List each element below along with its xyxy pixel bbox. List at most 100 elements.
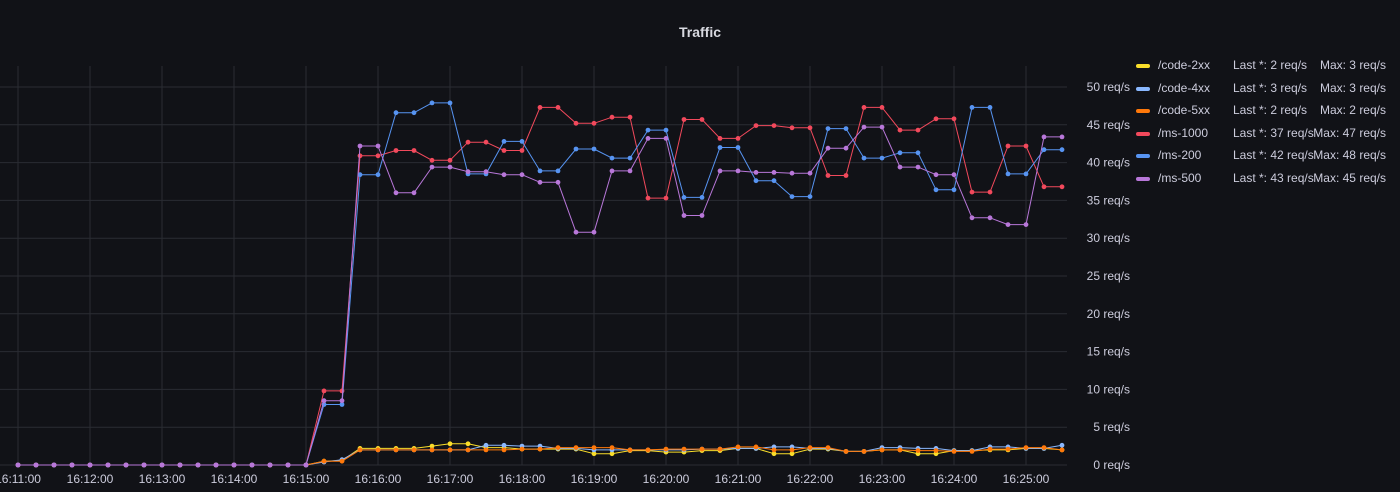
chart-grid	[0, 66, 1067, 465]
y-tick-label: 40 req/s	[1087, 156, 1130, 170]
data-point-ms-200	[844, 126, 849, 131]
data-point-ms-500	[970, 215, 975, 220]
data-point-ms-500	[178, 463, 183, 468]
data-point-ms-200	[538, 169, 543, 174]
data-point-ms-500	[916, 165, 921, 170]
data-point-ms-200	[898, 150, 903, 155]
y-tick-label: 30 req/s	[1087, 231, 1130, 245]
data-point-code-5xx	[484, 448, 489, 453]
y-tick-label: 5 req/s	[1093, 420, 1130, 434]
data-point-code-5xx	[970, 449, 975, 454]
data-point-ms-500	[88, 463, 93, 468]
x-tick-label: 16:19:00	[571, 472, 618, 486]
data-point-code-5xx	[574, 445, 579, 450]
data-point-ms-500	[250, 463, 255, 468]
data-point-ms-500	[322, 398, 327, 403]
data-point-ms-200	[682, 195, 687, 200]
y-tick-label: 0 req/s	[1093, 458, 1130, 472]
x-axis: 16:11:0016:12:0016:13:0016:14:0016:15:00…	[0, 472, 1050, 486]
data-point-ms-500	[700, 213, 705, 218]
data-point-ms-500	[592, 230, 597, 235]
data-point-code-5xx	[376, 448, 381, 453]
legend-item-ms-500[interactable]: /ms-500 Last *: 43 req/s Max: 45 req/s	[1136, 170, 1396, 193]
data-point-ms-200	[970, 105, 975, 110]
data-point-ms-200	[934, 187, 939, 192]
x-tick-label: 16:23:00	[859, 472, 906, 486]
legend-series-name: /code-2xx	[1158, 58, 1210, 72]
data-point-ms-500	[880, 125, 885, 130]
data-point-ms-1000	[484, 140, 489, 145]
data-point-ms-200	[574, 147, 579, 152]
y-tick-label: 45 req/s	[1087, 118, 1130, 132]
data-point-code-5xx	[340, 459, 345, 464]
data-point-code-5xx	[322, 459, 327, 464]
legend-last-value: Last *: 42 req/s	[1233, 148, 1314, 162]
data-point-code-5xx	[448, 448, 453, 453]
data-point-ms-500	[988, 215, 993, 220]
data-point-ms-1000	[430, 158, 435, 163]
data-point-ms-200	[718, 145, 723, 150]
legend-item-code-5xx[interactable]: /code-5xx Last *: 2 req/s Max: 2 req/s	[1136, 102, 1396, 125]
data-point-code-5xx	[826, 445, 831, 450]
data-point-ms-500	[214, 463, 219, 468]
x-tick-label: 16:24:00	[931, 472, 978, 486]
data-point-ms-500	[70, 463, 75, 468]
legend-series-name: /ms-200	[1158, 148, 1201, 162]
data-point-ms-200	[502, 139, 507, 144]
data-point-ms-500	[862, 125, 867, 130]
data-point-ms-200	[700, 195, 705, 200]
x-tick-label: 16:20:00	[643, 472, 690, 486]
data-point-ms-500	[106, 463, 111, 468]
data-point-ms-1000	[772, 123, 777, 128]
data-point-ms-1000	[754, 123, 759, 128]
data-point-ms-1000	[826, 173, 831, 178]
y-tick-label: 10 req/s	[1087, 382, 1130, 396]
data-point-ms-200	[916, 150, 921, 155]
x-tick-label: 16:16:00	[355, 472, 402, 486]
data-point-ms-1000	[952, 116, 957, 121]
data-point-ms-500	[448, 165, 453, 170]
data-point-ms-500	[664, 136, 669, 141]
data-point-ms-200	[952, 187, 957, 192]
data-point-ms-500	[34, 463, 39, 468]
data-point-ms-200	[448, 101, 453, 106]
data-point-ms-500	[646, 136, 651, 141]
legend-item-ms-200[interactable]: /ms-200 Last *: 42 req/s Max: 48 req/s	[1136, 147, 1396, 170]
data-point-ms-1000	[376, 153, 381, 158]
data-point-ms-200	[790, 194, 795, 199]
data-point-code-5xx	[988, 447, 993, 452]
data-point-ms-500	[844, 146, 849, 151]
legend-item-code-2xx[interactable]: /code-2xx Last *: 2 req/s Max: 3 req/s	[1136, 57, 1396, 80]
x-tick-label: 16:18:00	[499, 472, 546, 486]
data-point-ms-1000	[880, 105, 885, 110]
data-point-code-5xx	[880, 448, 885, 453]
legend-swatch	[1136, 64, 1150, 68]
data-point-ms-500	[358, 144, 363, 149]
data-point-ms-1000	[790, 125, 795, 130]
data-point-ms-1000	[394, 148, 399, 153]
x-tick-label: 16:14:00	[211, 472, 258, 486]
legend: /code-2xx Last *: 2 req/s Max: 3 req/s /…	[1136, 57, 1396, 193]
data-point-ms-500	[736, 169, 741, 174]
data-point-ms-1000	[520, 148, 525, 153]
y-tick-label: 25 req/s	[1087, 269, 1130, 283]
data-point-ms-500	[934, 172, 939, 177]
legend-swatch	[1136, 109, 1150, 113]
data-point-code-4xx	[484, 443, 489, 448]
data-point-ms-1000	[970, 190, 975, 195]
legend-item-ms-1000[interactable]: /ms-1000 Last *: 37 req/s Max: 47 req/s	[1136, 125, 1396, 148]
data-point-ms-500	[574, 230, 579, 235]
data-point-ms-200	[376, 172, 381, 177]
data-point-ms-500	[430, 165, 435, 170]
legend-swatch	[1136, 177, 1150, 181]
series-ms-200	[16, 101, 1065, 468]
data-point-code-5xx	[1024, 445, 1029, 450]
data-point-ms-1000	[556, 105, 561, 110]
legend-item-code-4xx[interactable]: /code-4xx Last *: 3 req/s Max: 3 req/s	[1136, 80, 1396, 103]
legend-last-value: Last *: 3 req/s	[1233, 81, 1307, 95]
data-point-ms-500	[952, 172, 957, 177]
data-point-code-5xx	[1042, 445, 1047, 450]
legend-last-value: Last *: 2 req/s	[1233, 103, 1307, 117]
data-point-code-5xx	[430, 448, 435, 453]
data-point-ms-1000	[916, 128, 921, 133]
